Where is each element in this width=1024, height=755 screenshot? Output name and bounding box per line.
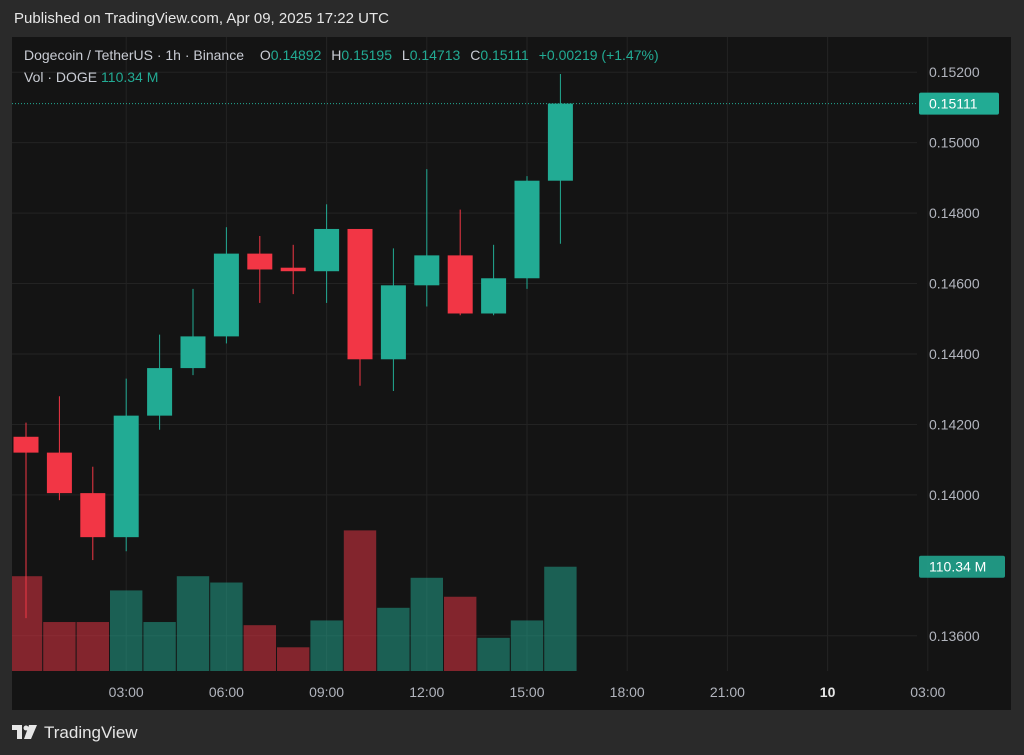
y-axis-tick-label: 0.15200 (929, 64, 980, 80)
published-caption: Published on TradingView.com, Apr 09, 20… (14, 10, 389, 27)
volume-bar (410, 577, 443, 671)
candle-body (414, 255, 440, 286)
volume-bar (176, 576, 210, 671)
high-value: 0.15195 (341, 47, 392, 63)
symbol-title: Dogecoin / TetherUS · 1h · Binance (24, 47, 244, 63)
candlestick-chart[interactable]: 0.15200 0.15000 0.14800 0.14600 0.14400 0.142… (12, 37, 1011, 710)
close-value: 0.15111 (480, 47, 529, 63)
volume-bar (310, 620, 343, 671)
candle-body (13, 436, 39, 453)
x-axis-tick-label: 06:00 (209, 684, 244, 700)
close-label: C (470, 47, 481, 63)
y-axis-tick-label: 0.15000 (929, 135, 980, 151)
y-axis-tick-label: 0.14600 (929, 276, 980, 292)
candle-body (547, 103, 573, 181)
symbol-legend: Dogecoin / TetherUS · 1h · Binance O0.14… (24, 47, 659, 63)
volume-bar (544, 566, 577, 671)
volume-bar (444, 596, 477, 671)
candle-body (180, 336, 206, 369)
high-label: H (331, 47, 342, 63)
candle-body (247, 253, 273, 270)
candle-body (514, 180, 540, 279)
y-axis-tick-label: 0.14800 (929, 205, 980, 221)
volume-bar (12, 576, 43, 671)
candle-body (380, 285, 406, 360)
x-axis-tick-label: 15:00 (509, 684, 544, 700)
y-axis-tick-label: 0.14000 (929, 487, 980, 503)
y-axis-tick-label: 0.14400 (929, 346, 980, 362)
volume-bar (76, 622, 109, 671)
open-label: O (259, 47, 271, 63)
x-axis-tick-label: 21:00 (710, 684, 745, 700)
volume-label: Vol · DOGE (24, 69, 98, 85)
chart-frame[interactable]: 0.15200 0.15000 0.14800 0.14600 0.14400 0.142… (12, 37, 1011, 710)
x-axis-tick-label: 12:00 (409, 684, 444, 700)
candle-body (280, 267, 306, 272)
candle-body (213, 253, 239, 337)
candle-body (447, 255, 473, 314)
y-axis-tick-label: 0.13600 (929, 628, 980, 644)
x-axis-tick-label: 09:00 (309, 684, 344, 700)
volume-bar (277, 647, 310, 671)
low-value: 0.14713 (409, 47, 461, 63)
volume-legend: Vol · DOGE 110.34 M (24, 69, 158, 85)
volume-bar (110, 590, 143, 671)
x-axis-tick-label: 03:00 (109, 684, 144, 700)
tradingview-logo-icon (12, 725, 37, 739)
x-axis-tick-label: 10 (820, 684, 836, 700)
volume-bar (243, 625, 276, 671)
tradingview-brand: TradingView (44, 723, 138, 742)
last-price-tag-text: 0.15111 (929, 96, 978, 112)
candle-body (347, 228, 373, 360)
candle-body (46, 452, 72, 494)
candle-body (481, 278, 507, 314)
change-value: +0.00219 (+1.47%) (538, 47, 659, 63)
open-value: 0.14892 (270, 47, 322, 63)
candle-body (147, 368, 173, 416)
volume-bar (377, 607, 410, 671)
candle-body (80, 493, 106, 538)
y-axis-tick-label: 0.14200 (929, 416, 980, 432)
volume-bar (143, 622, 176, 671)
tradingview-footer[interactable]: TradingView (12, 722, 138, 744)
volume-value: 110.34 M (101, 69, 159, 85)
x-axis-tick-label: 03:00 (910, 684, 945, 700)
x-axis-tick-label: 18:00 (610, 684, 645, 700)
volume-tag-text: 110.34 M (929, 559, 986, 575)
volume-tag (919, 555, 1005, 578)
volume-bar (510, 620, 544, 671)
candle-body (113, 415, 139, 538)
volume-bar (210, 582, 243, 671)
candle-body (314, 228, 340, 272)
volume-bar (43, 622, 76, 671)
volume-bar (477, 637, 510, 671)
last-price-tag (919, 92, 999, 115)
volume-bar (343, 530, 377, 671)
low-label: L (401, 47, 410, 63)
